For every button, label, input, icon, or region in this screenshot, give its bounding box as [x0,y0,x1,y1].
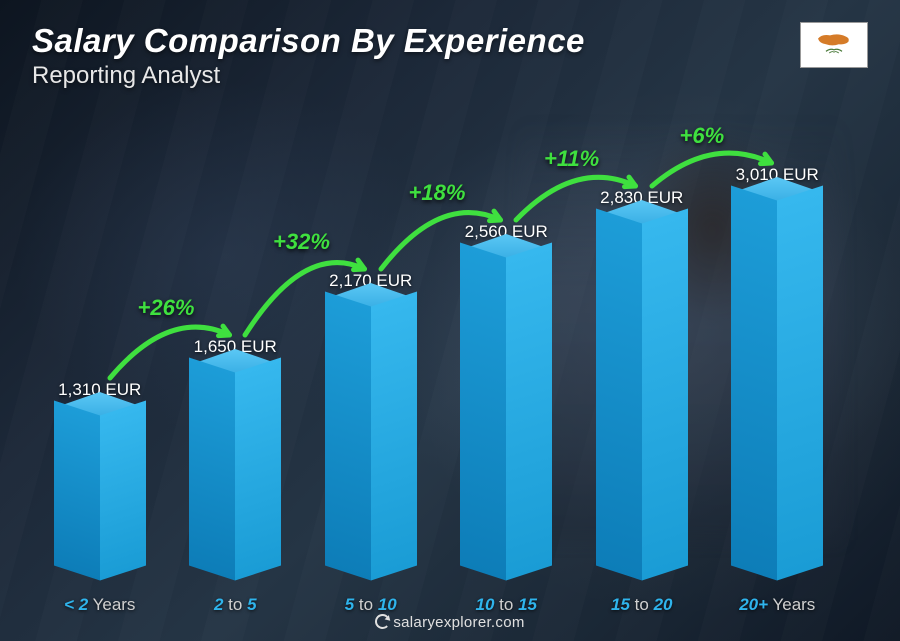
bar-right-face [506,243,552,581]
x-axis-label: < 2 Years [64,595,135,615]
growth-label: +32% [273,229,330,255]
title-block: Salary Comparison By Experience Reportin… [32,22,585,90]
bar-left-face [460,243,506,581]
bar-left-face [54,401,100,581]
bar [460,250,552,573]
bar [731,193,823,573]
bar-group: 1,310 EUR< 2 Years [32,115,168,573]
x-axis-label: 5 to 10 [345,595,397,615]
bar-left-face [325,292,371,581]
growth-label: +18% [409,180,466,206]
bar-left-face [189,358,235,581]
x-axis-label: 10 to 15 [476,595,537,615]
bar-chart: 1,310 EUR< 2 Years1,650 EUR2 to 5+26%2,1… [32,115,845,573]
growth-label: +26% [138,295,195,321]
bar-right-face [371,292,417,581]
bar [189,365,281,573]
infographic-container: Salary Comparison By Experience Reportin… [0,0,900,641]
x-axis-label: 20+ Years [739,595,815,615]
growth-label: +6% [680,123,725,149]
logo-icon [375,614,390,629]
bar [54,408,146,573]
bar-right-face [777,186,823,581]
subtitle: Reporting Analyst [32,62,585,90]
footer-attribution: salaryexplorer.com [0,614,900,631]
bar-right-face [100,401,146,581]
bar-group: 3,010 EUR20+ Years [710,115,846,573]
bar-right-face [235,358,281,581]
x-axis-label: 15 to 20 [611,595,672,615]
main-title: Salary Comparison By Experience [32,22,585,60]
bar-left-face [731,186,777,581]
bar-left-face [596,209,642,581]
bar [596,216,688,573]
bar-group: 1,650 EUR2 to 5 [168,115,304,573]
bar-right-face [642,209,688,581]
x-axis-label: 2 to 5 [214,595,257,615]
footer-text: salaryexplorer.com [393,614,524,631]
header: Salary Comparison By Experience Reportin… [32,22,868,90]
bar-group: 2,830 EUR15 to 20 [574,115,710,573]
growth-label: +11% [544,146,599,172]
bar [325,299,417,573]
country-flag [800,22,868,68]
cyprus-flag-icon [810,28,858,62]
